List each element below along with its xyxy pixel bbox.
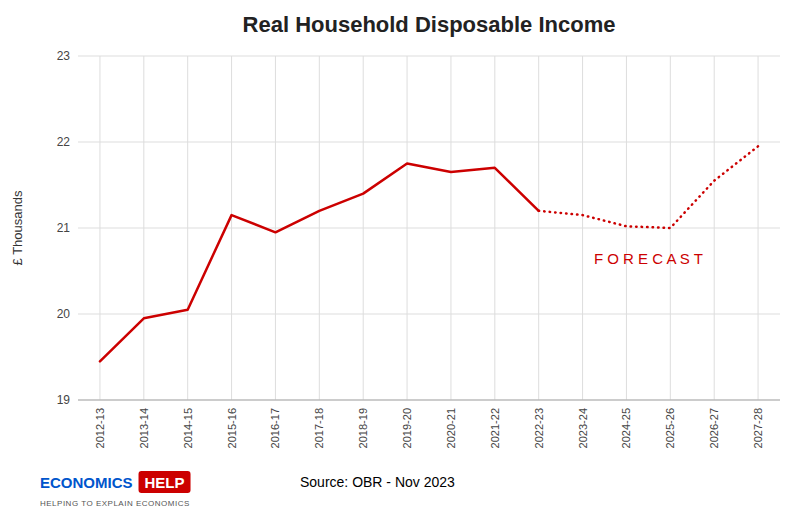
x-tick-label: 2014-15 xyxy=(182,408,194,448)
plot-area xyxy=(100,146,758,361)
y-grid-line xyxy=(78,142,780,143)
x-tick-label: 2024-25 xyxy=(620,408,632,448)
x-grid-line xyxy=(231,56,232,400)
x-tick-label: 2017-18 xyxy=(313,408,325,448)
x-grid-line xyxy=(319,56,320,400)
y-tick-label: 21 xyxy=(57,221,71,235)
y-grid-line xyxy=(78,228,780,229)
x-tick-label: 2016-17 xyxy=(269,408,281,448)
background xyxy=(0,0,800,519)
x-axis-line xyxy=(78,400,780,401)
y-grid-line xyxy=(78,314,780,315)
y-tick-label: 22 xyxy=(57,135,71,149)
y-tick-label: 20 xyxy=(57,307,71,321)
x-tick-label: 2015-16 xyxy=(226,408,238,448)
x-tick-label: 2021-22 xyxy=(489,408,501,448)
series-line xyxy=(100,164,539,362)
annotation: F O R E C A S T xyxy=(594,250,703,267)
x-grid-line xyxy=(187,56,188,400)
x-tick-label: 2026-27 xyxy=(708,408,720,448)
x-tick-label: 2025-26 xyxy=(664,408,676,448)
x-grid-line xyxy=(407,56,408,400)
chart-svg: Real Household Disposable Income £ Thousa… xyxy=(0,0,800,519)
x-tick-label: 2023-24 xyxy=(577,408,589,448)
x-tick-label: 2012-13 xyxy=(94,408,106,448)
x-tick-label: 2020-21 xyxy=(445,408,457,448)
tagline: HELPING TO EXPLAIN ECONOMICS xyxy=(40,499,190,508)
logo-text: ECONOMICS xyxy=(40,474,133,491)
chart-container: Real Household Disposable Income £ Thousa… xyxy=(0,0,800,519)
x-grid-line xyxy=(363,56,364,400)
y-grid-line xyxy=(78,56,780,57)
x-grid-line xyxy=(714,56,715,400)
x-tick-label: 2022-23 xyxy=(533,408,545,448)
y-tick-label: 23 xyxy=(57,49,71,63)
series-line xyxy=(539,146,758,228)
x-grid-line xyxy=(143,56,144,400)
x-grid-line xyxy=(582,56,583,400)
chart-title: Real Household Disposable Income xyxy=(243,12,616,37)
x-tick-label: 2019-20 xyxy=(401,408,413,448)
x-grid-line xyxy=(275,56,276,400)
x-grid-line xyxy=(494,56,495,400)
x-grid-line xyxy=(99,56,100,400)
x-tick-label: 2013-14 xyxy=(138,408,150,448)
logo-badge-text: HELP xyxy=(145,474,185,491)
y-grid-line xyxy=(78,400,780,401)
logo-badge-bg xyxy=(139,471,191,493)
x-grid-line xyxy=(450,56,451,400)
grid xyxy=(78,56,780,400)
y-tick-label: 19 xyxy=(57,393,71,407)
source-text: Source: OBR - Nov 2023 xyxy=(300,474,455,490)
x-tick-label: 2027-28 xyxy=(752,408,764,448)
x-tick-label: 2018-19 xyxy=(357,408,369,448)
x-grid-line xyxy=(626,56,627,400)
y-axis-label: £ Thousands xyxy=(10,190,25,265)
x-grid-line xyxy=(758,56,759,400)
x-grid-line xyxy=(538,56,539,400)
